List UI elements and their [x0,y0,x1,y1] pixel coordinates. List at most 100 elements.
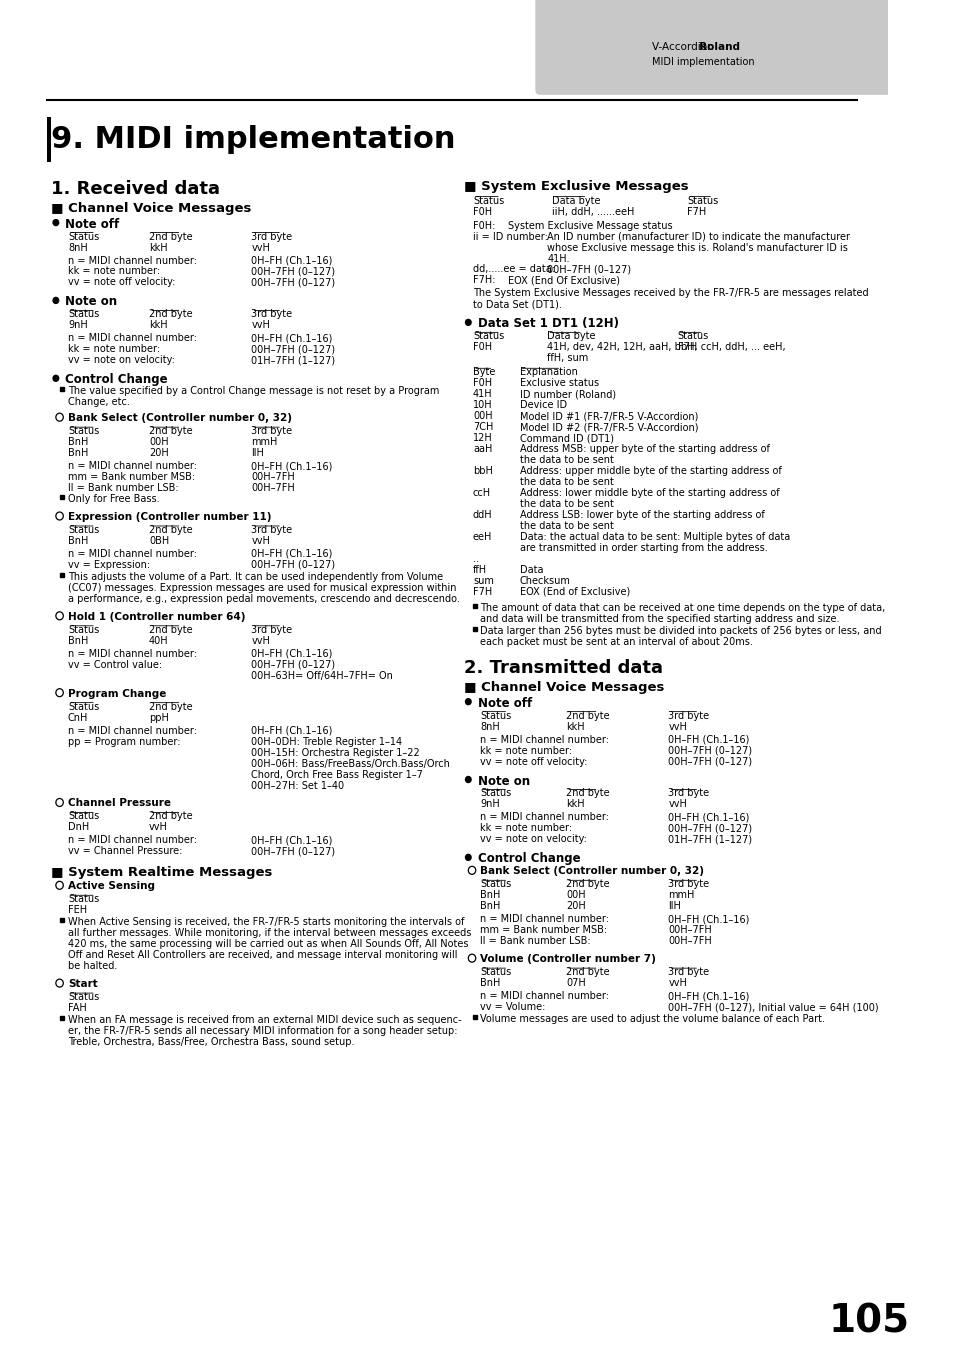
Text: Status: Status [480,880,511,889]
Text: llH: llH [668,901,680,912]
Text: mm = Bank number MSB:: mm = Bank number MSB: [480,925,607,935]
Text: 00H–7FH: 00H–7FH [668,925,712,935]
Text: Note on: Note on [477,774,529,788]
Text: Device ID: Device ID [519,400,566,411]
Text: 00H: 00H [565,890,585,900]
Text: 40H: 40H [149,636,169,646]
Text: vv = Expression:: vv = Expression: [68,559,150,570]
Text: n = MIDI channel number:: n = MIDI channel number: [480,735,609,744]
Text: Start: Start [68,979,97,989]
Text: 0H–FH (Ch.1–16): 0H–FH (Ch.1–16) [251,461,333,471]
Text: 0H–FH (Ch.1–16): 0H–FH (Ch.1–16) [251,549,333,559]
Text: Status: Status [68,992,99,1002]
Text: 2nd byte: 2nd byte [149,812,193,821]
Text: System Exclusive Message status: System Exclusive Message status [508,220,672,231]
Text: F7H: F7H [677,342,697,353]
Text: Off and Reset All Controllers are received, and message interval monitoring will: Off and Reset All Controllers are receiv… [68,950,457,961]
Text: ■ Channel Voice Messages: ■ Channel Voice Messages [463,681,663,693]
Text: Status: Status [68,526,99,535]
Text: EOX (End of Exclusive): EOX (End of Exclusive) [519,586,629,597]
Text: 41H.: 41H. [547,254,569,263]
Text: 0BH: 0BH [149,536,169,546]
Text: F0H: F0H [473,207,492,216]
Text: 3rd byte: 3rd byte [668,880,709,889]
Text: vvH: vvH [668,978,686,988]
Circle shape [53,376,58,381]
Text: kk = note number:: kk = note number: [68,266,160,277]
Text: kkH: kkH [565,800,584,809]
Text: pp = Program number:: pp = Program number: [68,736,180,747]
Text: Note off: Note off [477,697,532,709]
Text: 00H–7FH (0–127): 00H–7FH (0–127) [251,659,335,670]
Text: 01H–7FH (1–127): 01H–7FH (1–127) [251,355,335,365]
Text: ffH: ffH [473,565,487,576]
Text: Status: Status [68,624,99,635]
Text: 00H–7FH (0–127): 00H–7FH (0–127) [251,277,335,288]
Text: Note off: Note off [65,218,119,231]
FancyBboxPatch shape [535,0,892,95]
Text: 01H–7FH (1–127): 01H–7FH (1–127) [668,835,752,844]
Text: Status: Status [480,711,511,720]
Text: BnH: BnH [68,438,89,447]
Text: iiH, ddH, ......eeH: iiH, ddH, ......eeH [552,207,634,216]
Text: Byte: Byte [473,367,495,377]
Text: Status: Status [68,894,99,904]
Text: be halted.: be halted. [68,961,117,971]
Text: 41H, dev, 42H, 12H, aaH, bbH, ccH, ddH, ... eeH,: 41H, dev, 42H, 12H, aaH, bbH, ccH, ddH, … [547,342,785,353]
Text: vvH: vvH [251,536,270,546]
Text: 00H–7FH (0–127): 00H–7FH (0–127) [668,757,752,766]
Text: V-Accordion: V-Accordion [651,42,720,51]
Text: are transmitted in order starting from the address.: are transmitted in order starting from t… [519,543,766,553]
Text: ccH: ccH [473,488,491,499]
Text: BnH: BnH [68,449,89,458]
Text: Hold 1 (Controller number 64): Hold 1 (Controller number 64) [68,612,245,621]
Text: Note on: Note on [65,296,117,308]
Text: 2nd byte: 2nd byte [565,789,609,798]
Text: ■ System Realtime Messages: ■ System Realtime Messages [51,866,273,880]
Text: n = MIDI channel number:: n = MIDI channel number: [68,725,196,735]
Text: vv = note on velocity:: vv = note on velocity: [480,835,587,844]
Text: 0H–FH (Ch.1–16): 0H–FH (Ch.1–16) [251,725,333,735]
Text: vvH: vvH [149,823,168,832]
Text: Exclusive status: Exclusive status [519,378,598,388]
Text: 3rd byte: 3rd byte [668,711,709,720]
Text: Channel Pressure: Channel Pressure [68,798,171,808]
Text: DnH: DnH [68,823,90,832]
Text: kk = note number:: kk = note number: [68,345,160,354]
Text: Status: Status [473,196,504,205]
Text: 00H–7FH (0–127): 00H–7FH (0–127) [251,266,335,277]
Text: Status: Status [480,967,511,977]
Text: Status: Status [480,789,511,798]
Text: 0H–FH (Ch.1–16): 0H–FH (Ch.1–16) [668,992,749,1001]
Text: vv = Control value:: vv = Control value: [68,659,162,670]
Text: 3rd byte: 3rd byte [251,426,293,436]
Text: (CC07) messages. Expression messages are used for musical expression within: (CC07) messages. Expression messages are… [68,582,456,593]
Text: 2nd byte: 2nd byte [565,880,609,889]
Text: 1. Received data: 1. Received data [51,180,220,197]
Text: kk = note number:: kk = note number: [480,823,572,834]
Text: 0H–FH (Ch.1–16): 0H–FH (Ch.1–16) [251,334,333,343]
Text: Bank Select (Controller number 0, 32): Bank Select (Controller number 0, 32) [68,413,292,423]
Text: The value specified by a Control Change message is not reset by a Program: The value specified by a Control Change … [68,386,439,396]
Text: vv = note on velocity:: vv = note on velocity: [68,355,174,365]
Text: aaH: aaH [473,444,492,454]
Text: Data byte: Data byte [547,331,596,342]
Text: mmH: mmH [251,438,277,447]
Text: n = MIDI channel number:: n = MIDI channel number: [68,835,196,846]
Text: 00H–7FH (0–127): 00H–7FH (0–127) [251,559,335,570]
Text: eeH: eeH [473,532,492,542]
Text: Data larger than 256 bytes must be divided into packets of 256 bytes or less, an: Data larger than 256 bytes must be divid… [480,626,882,636]
Text: Checksum: Checksum [519,576,570,586]
Text: 2nd byte: 2nd byte [149,624,193,635]
Text: kkH: kkH [149,243,168,253]
Text: 00H–7FH (0–127), Initial value = 64H (100): 00H–7FH (0–127), Initial value = 64H (10… [668,1002,878,1012]
Text: the data to be sent: the data to be sent [519,499,613,509]
Text: Bank Select (Controller number 0, 32): Bank Select (Controller number 0, 32) [480,866,703,877]
Text: Expression (Controller number 11): Expression (Controller number 11) [68,512,272,521]
Text: 07H: 07H [565,978,585,988]
Circle shape [53,220,58,226]
Text: Status: Status [473,331,504,342]
Text: Status: Status [686,196,718,205]
Text: n = MIDI channel number:: n = MIDI channel number: [68,461,196,471]
Text: n = MIDI channel number:: n = MIDI channel number: [68,648,196,659]
